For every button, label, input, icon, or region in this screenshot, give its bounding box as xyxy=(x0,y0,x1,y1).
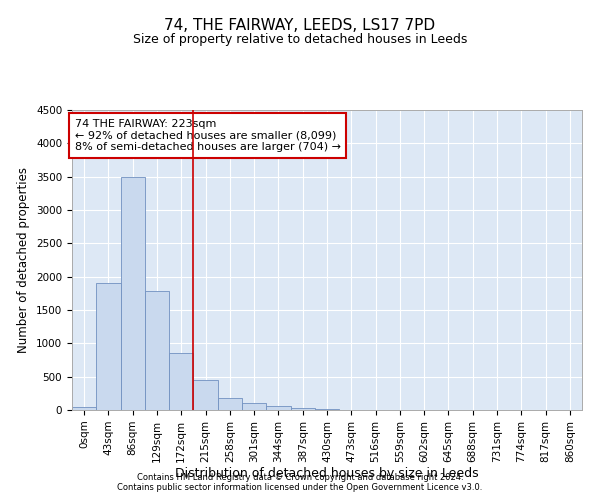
Bar xyxy=(266,406,290,410)
Bar xyxy=(315,409,339,410)
Bar xyxy=(169,352,193,410)
Bar xyxy=(242,402,266,410)
Y-axis label: Number of detached properties: Number of detached properties xyxy=(17,167,31,353)
X-axis label: Distribution of detached houses by size in Leeds: Distribution of detached houses by size … xyxy=(175,468,479,480)
Text: Contains public sector information licensed under the Open Government Licence v3: Contains public sector information licen… xyxy=(118,484,482,492)
Bar xyxy=(218,398,242,410)
Bar xyxy=(290,408,315,410)
Bar xyxy=(72,406,96,410)
Bar xyxy=(145,292,169,410)
Text: Size of property relative to detached houses in Leeds: Size of property relative to detached ho… xyxy=(133,32,467,46)
Text: 74 THE FAIRWAY: 223sqm
← 92% of detached houses are smaller (8,099)
8% of semi-d: 74 THE FAIRWAY: 223sqm ← 92% of detached… xyxy=(74,119,341,152)
Bar xyxy=(96,284,121,410)
Bar xyxy=(121,176,145,410)
Text: Contains HM Land Registry data © Crown copyright and database right 2024.: Contains HM Land Registry data © Crown c… xyxy=(137,474,463,482)
Bar xyxy=(193,380,218,410)
Text: 74, THE FAIRWAY, LEEDS, LS17 7PD: 74, THE FAIRWAY, LEEDS, LS17 7PD xyxy=(164,18,436,32)
